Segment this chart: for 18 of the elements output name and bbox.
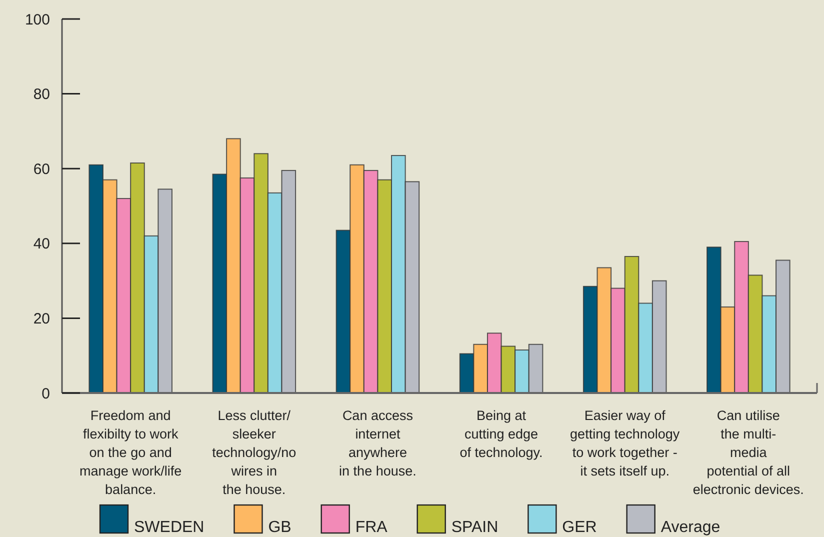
x-tick-label: Can utilise the multi- media potential of all electronic devices. — [692, 408, 804, 497]
x-tick-label: Less clutter/ sleeker technology/no wires in the house. — [212, 408, 296, 497]
x-tick-label: Easier way of getting technology to work together - it sets itself up. — [570, 408, 680, 478]
legend-label: SPAIN — [451, 519, 498, 536]
y-tick-label: 80 — [33, 86, 50, 104]
legend-label: SWEDEN — [134, 519, 204, 536]
y-tick-label: 60 — [33, 160, 50, 178]
x-tick-label: Freedom and flexibilty to work on the go and manage work/life balance. — [80, 408, 182, 497]
y-tick-label: 0 — [42, 385, 50, 402]
y-tick-label: 20 — [33, 310, 50, 328]
x-tick-label: Can access internet anywhere in the house. — [339, 408, 416, 478]
y-tick-label: 40 — [33, 236, 50, 253]
legend-label: GB — [268, 519, 292, 536]
y-tick-label: 100 — [24, 11, 50, 28]
legend-label: FRA — [355, 519, 388, 536]
legend-label: GER — [562, 519, 597, 536]
legend-label: Average — [660, 519, 720, 536]
x-tick-label: Being at cutting edge of technology. — [460, 408, 543, 460]
